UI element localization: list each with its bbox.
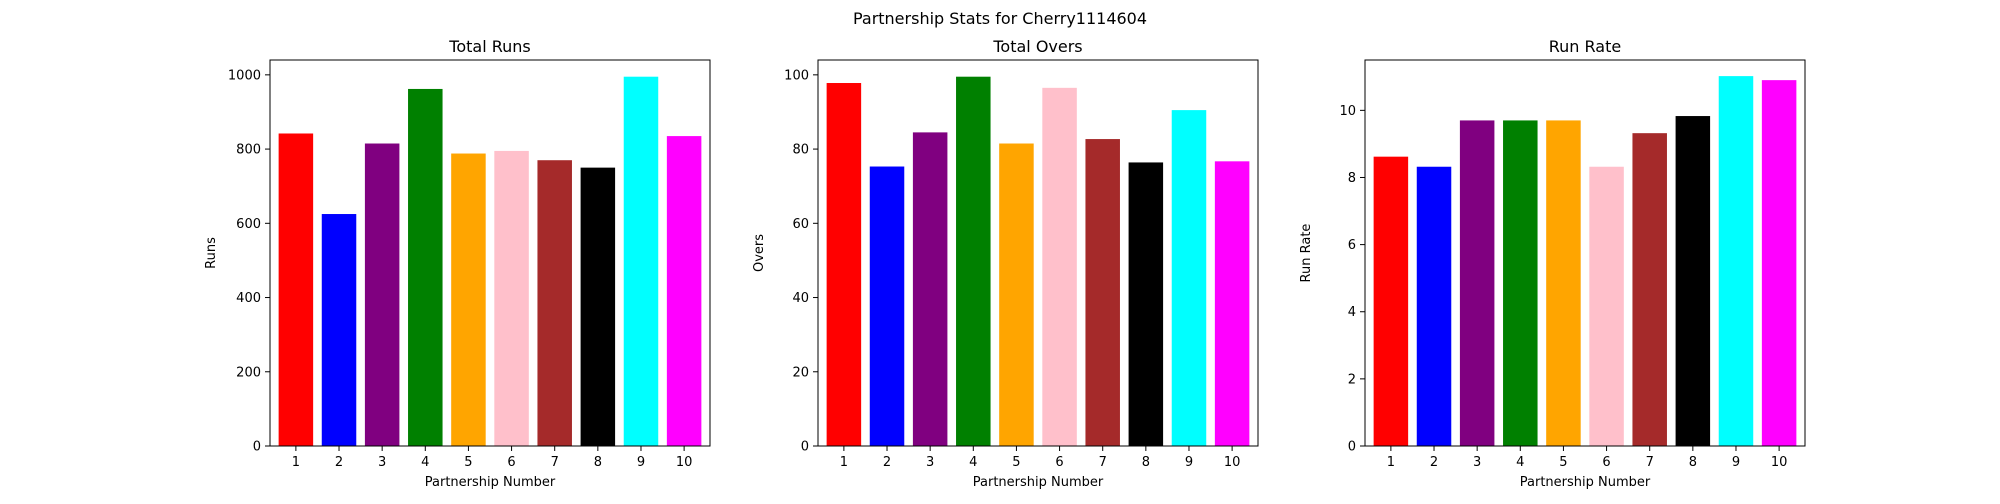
x-tick-label: 4 [969, 455, 977, 470]
y-tick-label: 8 [1348, 171, 1356, 186]
y-tick-label: 80 [792, 143, 809, 158]
bar-2-2 [869, 166, 905, 446]
y-tick-label: 6 [1348, 238, 1356, 253]
x-tick-label: 9 [1185, 455, 1193, 470]
y-tick-label: 100 [784, 68, 809, 83]
x-tick-label: 6 [1602, 455, 1610, 470]
x-tick-label: 1 [840, 455, 848, 470]
y-tick-label: 4 [1348, 305, 1356, 320]
x-tick-label: 1 [292, 455, 300, 470]
x-tick-label: 10 [676, 455, 693, 470]
x-tick-label: 3 [926, 455, 934, 470]
bar-1-10 [666, 136, 702, 446]
y-axis-label: Overs [752, 234, 767, 272]
bar-1-5 [451, 153, 486, 446]
y-tick-label: 1000 [228, 68, 261, 83]
x-tick-label: 7 [551, 455, 559, 470]
y-axis-label: Runs [204, 237, 219, 269]
y-tick-label: 60 [792, 217, 809, 232]
y-tick-label: 600 [236, 217, 261, 232]
bar-1-9 [623, 76, 659, 446]
y-tick-label: 40 [792, 291, 809, 306]
bar-2-5 [999, 143, 1034, 446]
y-tick-label: 0 [801, 440, 809, 455]
x-tick-label: 7 [1099, 455, 1107, 470]
x-tick-label: 2 [1430, 455, 1438, 470]
x-axis-label: Partnership Number [425, 475, 556, 490]
x-tick-label: 8 [594, 455, 602, 470]
bar-1-2 [321, 214, 357, 446]
bar-2-7 [1085, 139, 1120, 446]
bar-2-4 [956, 76, 991, 446]
bar-3-9 [1718, 76, 1754, 447]
x-tick-label: 2 [883, 455, 891, 470]
bar-2-9 [1171, 110, 1207, 447]
x-tick-label: 8 [1689, 455, 1697, 470]
bar-1-8 [580, 167, 616, 446]
bar-3-3 [1459, 120, 1495, 447]
x-tick-label: 10 [1771, 455, 1788, 470]
x-tick-label: 9 [1732, 455, 1740, 470]
x-tick-label: 2 [335, 455, 343, 470]
bar-1-7 [537, 160, 572, 446]
bar-1-6 [494, 150, 529, 446]
bar-3-8 [1675, 116, 1711, 447]
x-tick-label: 6 [1055, 455, 1063, 470]
subplot-title: Total Overs [992, 37, 1082, 56]
x-tick-label: 9 [637, 455, 645, 470]
x-tick-label: 3 [378, 455, 386, 470]
subplot-1: 1 2 3 4 5 6 7 8 9 10 0 200 400 600 800 1000 Total Runs Pa… [204, 37, 711, 490]
x-tick-label: 8 [1142, 455, 1150, 470]
bar-3-10 [1761, 80, 1797, 446]
axes-frame [1364, 59, 1806, 447]
y-tick-label: 0 [1348, 440, 1356, 455]
axes-frame [269, 59, 711, 447]
x-tick-label: 5 [464, 455, 472, 470]
y-tick-label: 20 [792, 365, 809, 380]
subplot-3: 1 2 3 4 5 6 7 8 9 10 0 2 4 6 8 10 Run Rate Partnership Nu… [1299, 37, 1806, 490]
bar-3-7 [1632, 133, 1667, 447]
y-tick-label: 800 [236, 143, 261, 158]
bar-3-1 [1373, 156, 1409, 447]
bar-1-3 [364, 143, 400, 446]
bar-3-2 [1416, 166, 1452, 447]
bar-2-1 [826, 83, 862, 446]
x-tick-label: 4 [421, 455, 429, 470]
x-tick-label: 7 [1646, 455, 1654, 470]
x-tick-label: 6 [507, 455, 515, 470]
axes-frame [817, 59, 1259, 447]
bar-2-6 [1042, 87, 1077, 446]
x-tick-label: 3 [1473, 455, 1481, 470]
y-tick-label: 0 [253, 440, 261, 455]
x-axis-label: Partnership Number [973, 475, 1104, 490]
bar-2-10 [1214, 161, 1250, 446]
bar-1-1 [278, 133, 314, 447]
x-axis-label: Partnership Number [1520, 475, 1651, 490]
bar-3-5 [1546, 120, 1581, 447]
bar-3-6 [1589, 166, 1624, 447]
bar-2-8 [1128, 162, 1164, 446]
bar-3-4 [1503, 120, 1538, 447]
y-tick-label: 2 [1348, 372, 1356, 387]
x-tick-label: 4 [1516, 455, 1524, 470]
bar-2-3 [912, 132, 948, 447]
y-tick-label: 400 [236, 291, 261, 306]
x-tick-label: 5 [1012, 455, 1020, 470]
bar-1-4 [408, 88, 443, 446]
y-tick-label: 200 [236, 365, 261, 380]
subplot-title: Total Runs [448, 37, 530, 56]
x-tick-label: 10 [1224, 455, 1241, 470]
y-tick-label: 10 [1339, 104, 1356, 119]
x-tick-label: 1 [1387, 455, 1395, 470]
subplot-title: Run Rate [1549, 37, 1621, 56]
y-axis-label: Run Rate [1299, 224, 1314, 283]
x-tick-label: 5 [1559, 455, 1567, 470]
figure-suptitle: Partnership Stats for Cherry1114604 [853, 9, 1147, 28]
